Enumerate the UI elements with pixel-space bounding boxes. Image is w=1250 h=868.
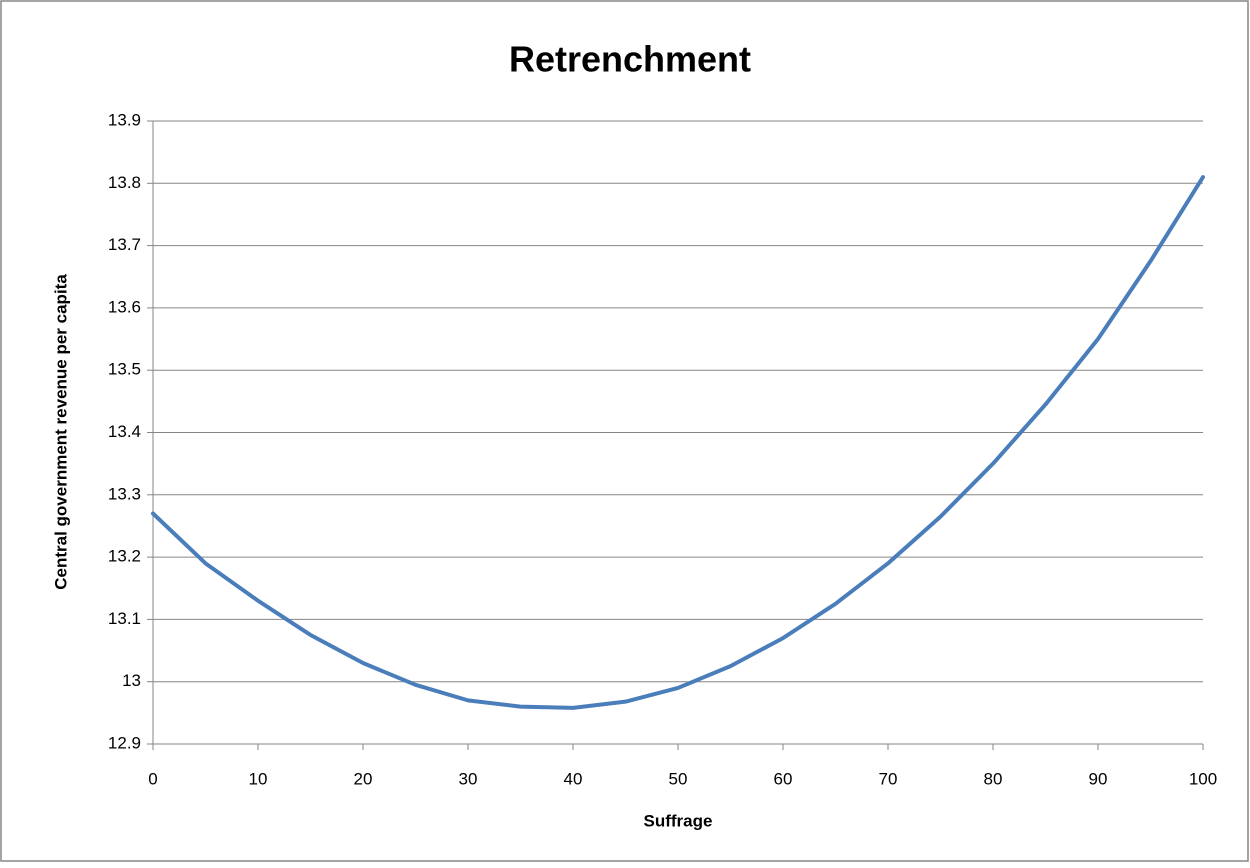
x-tick-label: 100 — [1189, 769, 1217, 788]
x-tick-label: 70 — [879, 769, 898, 788]
x-tick-label: 90 — [1089, 769, 1108, 788]
x-tick-label: 60 — [774, 769, 793, 788]
y-tick-label: 13 — [122, 671, 141, 690]
y-tick-label: 13.8 — [108, 173, 141, 192]
y-tick-label: 13.7 — [108, 235, 141, 254]
y-tick-label: 13.2 — [108, 547, 141, 566]
y-tick-label: 13.9 — [108, 110, 141, 129]
y-tick-label: 13.3 — [108, 484, 141, 503]
x-tick-label: 30 — [459, 769, 478, 788]
x-tick-label: 80 — [984, 769, 1003, 788]
y-axis-label: Central government revenue per capita — [51, 274, 70, 590]
x-tick-label: 40 — [564, 769, 583, 788]
x-tick-label: 20 — [354, 769, 373, 788]
y-tick-label: 13.5 — [108, 360, 141, 379]
x-tick-label: 10 — [249, 769, 268, 788]
data-line — [151, 175, 1205, 710]
x-tick-label: 50 — [669, 769, 688, 788]
y-tick-label: 12.9 — [108, 733, 141, 752]
x-axis-label: Suffrage — [644, 811, 713, 830]
y-tick-label: 13.6 — [108, 297, 141, 316]
chart-title: Retrenchment — [509, 39, 751, 80]
x-tick-label: 0 — [148, 769, 157, 788]
y-tick-label: 13.4 — [108, 422, 141, 441]
y-tick-label: 13.1 — [108, 609, 141, 628]
